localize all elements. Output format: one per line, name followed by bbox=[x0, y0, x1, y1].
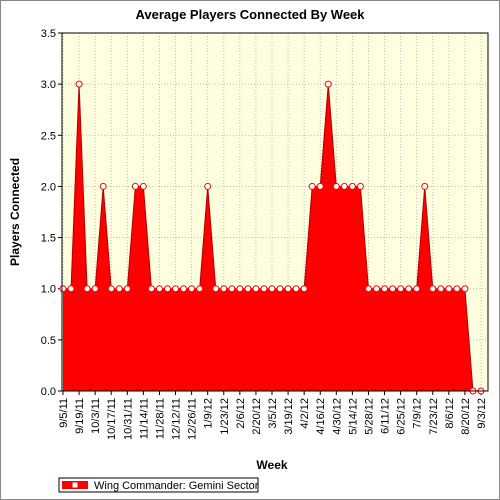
x-tick-label: 1/23/12 bbox=[219, 398, 231, 435]
x-tick-label: 1/9/12 bbox=[203, 398, 215, 429]
point bbox=[421, 182, 429, 190]
x-tick-label: 8/20/12 bbox=[460, 398, 472, 435]
x-tick-label: 4/16/12 bbox=[315, 398, 327, 435]
point bbox=[340, 182, 348, 190]
point bbox=[461, 285, 469, 293]
x-tick-label: 6/25/12 bbox=[396, 398, 408, 435]
legend-marker bbox=[71, 481, 79, 489]
y-tick-label: 0.0 bbox=[41, 386, 56, 398]
point bbox=[397, 285, 405, 293]
point bbox=[252, 285, 260, 293]
point bbox=[228, 285, 236, 293]
point bbox=[429, 285, 437, 293]
y-axis-title: Players Connected bbox=[8, 158, 22, 266]
x-tick-label: 7/23/12 bbox=[428, 398, 440, 435]
point bbox=[364, 285, 372, 293]
x-tick-label: 9/5/11 bbox=[58, 398, 70, 428]
point bbox=[204, 182, 212, 190]
x-tick-label: 5/28/12 bbox=[363, 398, 375, 435]
x-tick-label: 2/6/12 bbox=[235, 398, 247, 429]
x-tick-label: 10/17/11 bbox=[106, 398, 118, 440]
x-tick-label: 5/14/12 bbox=[347, 398, 359, 435]
area bbox=[63, 84, 481, 392]
point bbox=[276, 285, 284, 293]
y-tick-label: 0.5 bbox=[41, 335, 56, 347]
point bbox=[316, 182, 324, 190]
x-tick-label: 10/31/11 bbox=[122, 398, 134, 440]
point bbox=[220, 285, 228, 293]
point bbox=[172, 285, 180, 293]
point bbox=[147, 285, 155, 293]
point bbox=[236, 285, 244, 293]
point bbox=[115, 285, 123, 293]
x-tick-label: 2/20/12 bbox=[251, 398, 263, 435]
point bbox=[180, 285, 188, 293]
point bbox=[373, 285, 380, 293]
point bbox=[188, 285, 196, 293]
point bbox=[405, 285, 413, 293]
point bbox=[260, 285, 268, 293]
point bbox=[155, 285, 163, 293]
point bbox=[300, 285, 308, 293]
x-tick-label: 9/3/12 bbox=[476, 398, 488, 429]
x-tick-label: 10/3/11 bbox=[90, 398, 102, 434]
point bbox=[268, 285, 276, 293]
point bbox=[244, 285, 252, 293]
y-tick-label: 3.0 bbox=[41, 79, 56, 91]
point bbox=[348, 182, 356, 190]
point bbox=[445, 285, 453, 293]
point bbox=[75, 80, 83, 88]
point bbox=[413, 285, 421, 293]
plot-frame bbox=[61, 32, 489, 392]
point bbox=[139, 182, 147, 190]
x-tick-label: 9/19/11 bbox=[74, 398, 86, 434]
point bbox=[99, 182, 107, 190]
point bbox=[123, 285, 131, 293]
point bbox=[308, 182, 316, 190]
x-tick-label: 4/2/12 bbox=[299, 398, 311, 429]
x-tick-label: 7/9/12 bbox=[412, 398, 424, 429]
x-tick-label: 6/11/12 bbox=[380, 398, 392, 434]
point bbox=[389, 285, 397, 293]
point bbox=[381, 285, 389, 293]
point bbox=[67, 285, 75, 293]
point bbox=[332, 182, 340, 190]
chart-title: Average Players Connected By Week bbox=[135, 7, 365, 22]
point bbox=[83, 285, 91, 293]
point bbox=[131, 182, 139, 190]
x-tick-label: 3/5/12 bbox=[267, 398, 279, 429]
x-tick-label: 8/6/12 bbox=[444, 398, 456, 429]
x-tick-label: 12/12/11 bbox=[171, 398, 183, 440]
y-tick-label: 3.5 bbox=[41, 28, 56, 40]
point bbox=[107, 285, 115, 293]
point bbox=[212, 285, 220, 293]
y-tick-label: 1.5 bbox=[41, 233, 56, 245]
y-tick-label: 2.0 bbox=[41, 181, 56, 193]
legend-box bbox=[58, 477, 259, 493]
y-tick-label: 1.0 bbox=[41, 284, 56, 296]
legend-label: Wing Commander: Gemini Sector bbox=[94, 480, 259, 492]
x-tick-label: 11/28/11 bbox=[154, 398, 166, 439]
point bbox=[324, 80, 332, 88]
x-axis-title: Week bbox=[256, 458, 287, 472]
point bbox=[59, 285, 67, 293]
x-tick-label: 4/30/12 bbox=[331, 398, 343, 435]
point bbox=[453, 285, 461, 293]
point bbox=[91, 285, 99, 293]
point bbox=[284, 285, 292, 293]
point bbox=[164, 285, 171, 293]
point bbox=[356, 182, 364, 190]
point bbox=[196, 285, 204, 293]
point bbox=[292, 285, 300, 293]
point bbox=[437, 285, 445, 293]
y-tick-label: 2.5 bbox=[41, 130, 56, 142]
x-tick-label: 11/14/11 bbox=[138, 398, 150, 439]
x-tick-label: 3/19/12 bbox=[283, 398, 295, 435]
x-tick-label: 12/26/11 bbox=[187, 398, 199, 440]
